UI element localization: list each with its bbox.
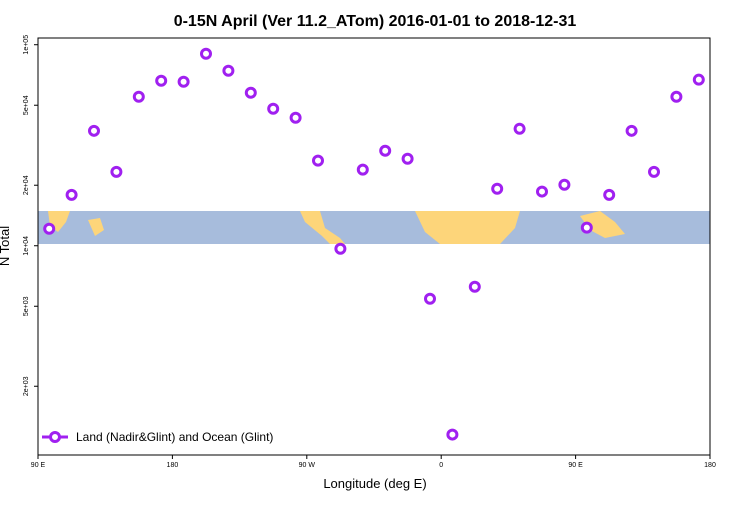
data-point xyxy=(177,75,190,88)
data-point xyxy=(379,144,392,157)
data-point xyxy=(648,165,660,178)
data-point xyxy=(625,124,638,137)
data-point xyxy=(222,64,235,77)
data-point xyxy=(491,182,504,195)
data-point xyxy=(580,221,593,234)
data-point xyxy=(334,242,347,255)
y-tick-label: 1e+04 xyxy=(23,236,30,256)
data-point xyxy=(65,188,78,201)
data-point xyxy=(558,178,571,191)
data-point xyxy=(603,188,616,201)
x-axis-label: Longitude (deg E) xyxy=(323,476,426,491)
data-point xyxy=(289,111,302,124)
x-tick-label: 90 E xyxy=(31,462,46,469)
data-point xyxy=(110,165,123,178)
data-point xyxy=(468,280,481,293)
data-point xyxy=(312,154,324,167)
map-strip xyxy=(38,211,710,244)
y-tick-label: 1e+05 xyxy=(23,35,30,55)
data-point xyxy=(244,86,257,99)
x-tick-label: 90 E xyxy=(568,462,583,469)
y-axis-label: N Total xyxy=(0,226,12,266)
data-point xyxy=(513,122,526,135)
data-point xyxy=(401,152,414,165)
x-tick-label: 90 W xyxy=(299,462,316,469)
y-tick-label: 2e+03 xyxy=(23,376,30,396)
data-point xyxy=(692,73,705,86)
data-point xyxy=(670,90,683,103)
legend-label: Land (Nadir&Glint) and Ocean (Glint) xyxy=(76,430,273,444)
data-point xyxy=(88,124,100,137)
x-tick-label: 180 xyxy=(704,462,716,469)
data-point xyxy=(200,47,212,60)
plot-frame xyxy=(37,37,711,456)
data-point xyxy=(267,102,280,115)
data-point xyxy=(155,74,168,87)
y-tick-label: 2e+04 xyxy=(23,175,30,195)
y-tick-label: 5e+04 xyxy=(23,95,30,115)
data-point xyxy=(356,163,369,176)
data-point xyxy=(132,90,145,103)
legend-marker xyxy=(49,431,61,443)
y-tick-label: 5e+03 xyxy=(23,296,30,316)
x-tick-label: 0 xyxy=(439,462,443,469)
data-point xyxy=(536,185,548,198)
chart-title: 0-15N April (Ver 11.2_ATom) 2016-01-01 t… xyxy=(174,13,577,30)
data-point xyxy=(446,428,459,441)
x-tick-label: 180 xyxy=(167,462,179,469)
data-point xyxy=(43,222,56,235)
data-point xyxy=(424,292,436,305)
